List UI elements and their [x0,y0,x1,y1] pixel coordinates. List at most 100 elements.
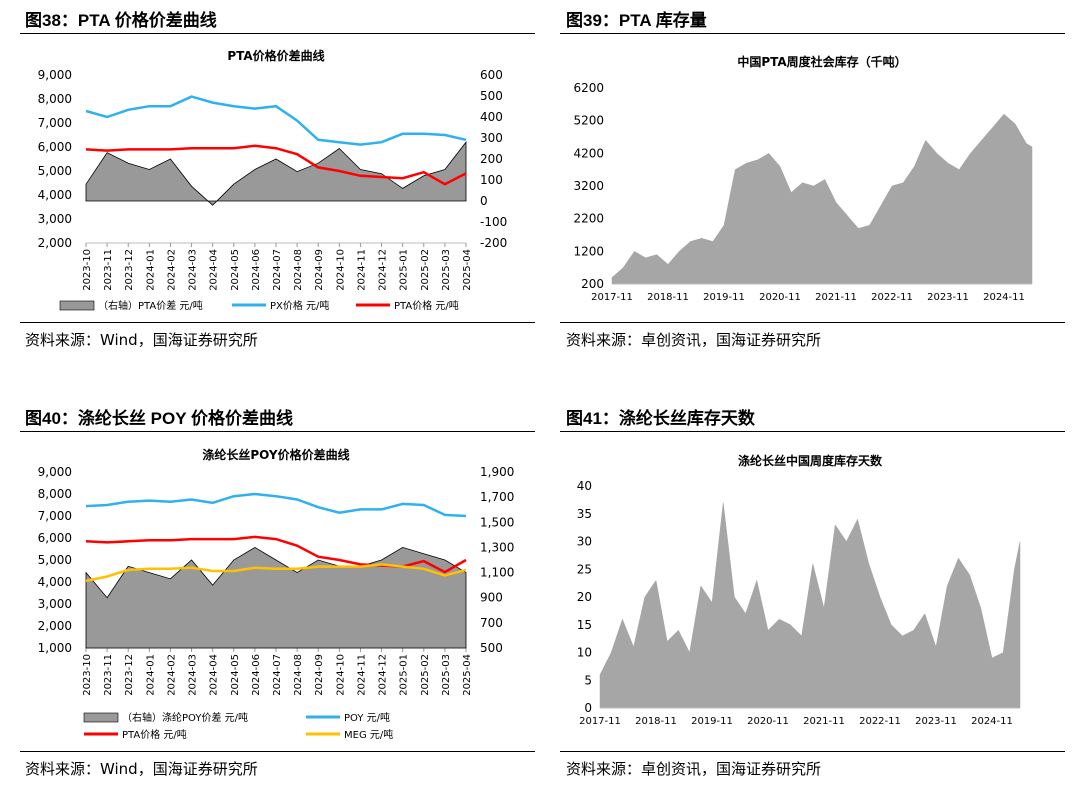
left-axis-tick-label: 7,000 [38,509,72,523]
right-axis-tick-label: 0 [480,194,488,208]
right-axis-tick-label: 700 [480,616,503,630]
figure-title: 图41：涤纶长丝库存天数 [566,409,755,428]
left-axis-tick-label: 2,000 [38,619,72,633]
x-axis-tick-label: 2024-03 [188,654,199,696]
y-axis-tick-label: 30 [577,535,592,549]
x-axis-tick-label: 2020-11 [759,292,801,303]
left-axis-tick-label: 4,000 [38,575,72,589]
x-axis-tick-label: 2024-10 [335,249,346,291]
right-axis-tick-label: 100 [480,173,503,187]
y-axis-tick-label: 5200 [573,114,604,128]
left-axis-tick-label: 9,000 [38,68,72,82]
left-axis-tick-label: 1,000 [38,641,72,655]
legend-item: PTA价格 元/吨 [356,299,459,312]
left-axis-tick-label: 5,000 [38,553,72,567]
x-axis-tick-label: 2025-03 [441,654,452,696]
x-axis-tick-label: 2024-05 [230,249,241,291]
legend-item: POY 元/吨 [306,711,390,724]
x-axis-tick-label: 2023-12 [124,654,135,696]
x-axis-tick-label: 2024-12 [378,654,389,696]
x-axis-tick-label: 2017-11 [579,716,621,727]
pta-inventory-chart: 中国PTA周度社会库存（千吨） 200 1200 2200 3200 4200 5200 62… [573,54,1033,303]
x-axis-tick-label: 2024-11 [983,292,1025,303]
spread-area-series [85,546,467,649]
x-axis-tick-label: 2024-06 [251,654,262,696]
x-axis-tick-label: 2024-11 [356,249,367,291]
left-axis-tick-label: 8,000 [38,92,72,106]
x-axis-tick-label: 2017-11 [591,292,633,303]
title-rule [20,33,535,34]
x-axis-tick-label: 2019-11 [691,716,733,727]
x-axis-tick-label: 2024-01 [145,249,156,291]
y-axis-tick-label: 5 [584,673,592,687]
spread-area-series [85,141,467,206]
x-axis-tick-label: 2023-10 [82,654,93,696]
chart-title: 涤纶长丝POY价格价差曲线 [202,447,349,462]
right-axis-tick-label: 1,100 [480,566,514,580]
legend-label: PTA价格 元/吨 [122,728,187,741]
right-axis-tick-label: 500 [480,641,503,655]
right-axis-tick-label: 1,900 [480,465,514,479]
y-axis-tick-label: 15 [577,618,592,632]
x-axis-tick-label: 2025-02 [420,654,431,696]
x-axis-tick-label: 2024-09 [314,654,325,696]
x-axis-tick-label: 2024-06 [251,249,262,291]
left-axis-tick-label: 7,000 [38,116,72,130]
x-axis-tick-label: 2022-11 [871,292,913,303]
legend-label: PX价格 元/吨 [270,299,329,312]
right-axis-tick-label: 1,300 [480,540,514,554]
x-axis-tick-label: 2024-05 [230,654,241,696]
poy-inventory-days-chart: 涤纶长丝中国周度库存天数 0 5 10 15 20 25 30 35 40 2017-11 2018-… [577,453,1021,727]
right-axis-tick-label: -200 [480,236,507,250]
x-axis-tick-label: 2022-11 [859,716,901,727]
x-axis-tick-label: 2024-07 [272,654,283,696]
x-axis-tick-label: 2018-11 [635,716,677,727]
x-axis-tick-label: 2019-11 [703,292,745,303]
chart-title: 中国PTA周度社会库存（千吨） [737,54,906,69]
x-axis-tick-label: 2024-09 [314,249,325,291]
price-line-series [85,492,467,518]
chart-title: 涤纶长丝中国周度库存天数 [738,453,883,468]
y-axis-tick-label: 4200 [573,146,604,160]
x-axis-tick-label: 2025-03 [441,249,452,291]
x-axis-tick-label: 2024-04 [209,249,220,291]
right-axis-tick-label: 1,700 [480,490,514,504]
right-axis-tick-label: 500 [480,89,503,103]
x-axis-tick-label: 2023-11 [915,716,957,727]
right-axis-tick-label: 200 [480,152,503,166]
x-axis-tick-label: 2024-08 [293,249,304,291]
left-axis-tick-label: 6,000 [38,140,72,154]
y-axis-tick-label: 10 [577,646,592,660]
x-axis-tick-label: 2025-04 [462,654,473,696]
y-axis-tick-label: 20 [577,590,592,604]
x-axis-tick-label: 2024-07 [272,249,283,291]
x-axis-tick-label: 2024-08 [293,654,304,696]
left-axis-tick-label: 6,000 [38,531,72,545]
price-line-series [85,144,467,186]
y-axis-tick-label: 3200 [573,179,604,193]
source-rule [560,322,1065,323]
figure-title: 图40：涤纶长丝 POY 价格价差曲线 [25,409,293,428]
x-axis-tick-label: 2018-11 [647,292,689,303]
left-axis-tick-label: 8,000 [38,487,72,501]
chart-title: PTA价格价差曲线 [227,48,324,63]
x-axis-tick-label: 2023-11 [103,654,114,696]
y-axis-tick-label: 1200 [573,244,604,258]
x-axis-tick-label: 2020-11 [747,716,789,727]
y-axis-tick-label: 35 [577,507,592,521]
legend-swatch [83,712,119,723]
price-line-series [85,95,467,146]
x-axis-tick-label: 2024-04 [209,654,220,696]
source-rule [20,751,535,752]
title-rule [20,431,535,432]
right-axis-tick-label: 400 [480,110,503,124]
legend-label: POY 元/吨 [344,711,390,724]
x-axis-tick-label: 2023-12 [124,249,135,291]
poy-price-spread-chart: 涤纶长丝POY价格价差曲线 1,000 2,000 3,000 4,000 5,000 6,… [38,447,515,741]
legend-item: （右轴）涤纶POY价差 元/吨 [83,711,248,724]
right-axis-tick-label: 300 [480,131,503,145]
x-axis-tick-label: 2023-11 [103,249,114,291]
figure-title: 图38：PTA 价格价差曲线 [25,11,217,30]
source-rule [560,751,1065,752]
left-axis-tick-label: 3,000 [38,212,72,226]
